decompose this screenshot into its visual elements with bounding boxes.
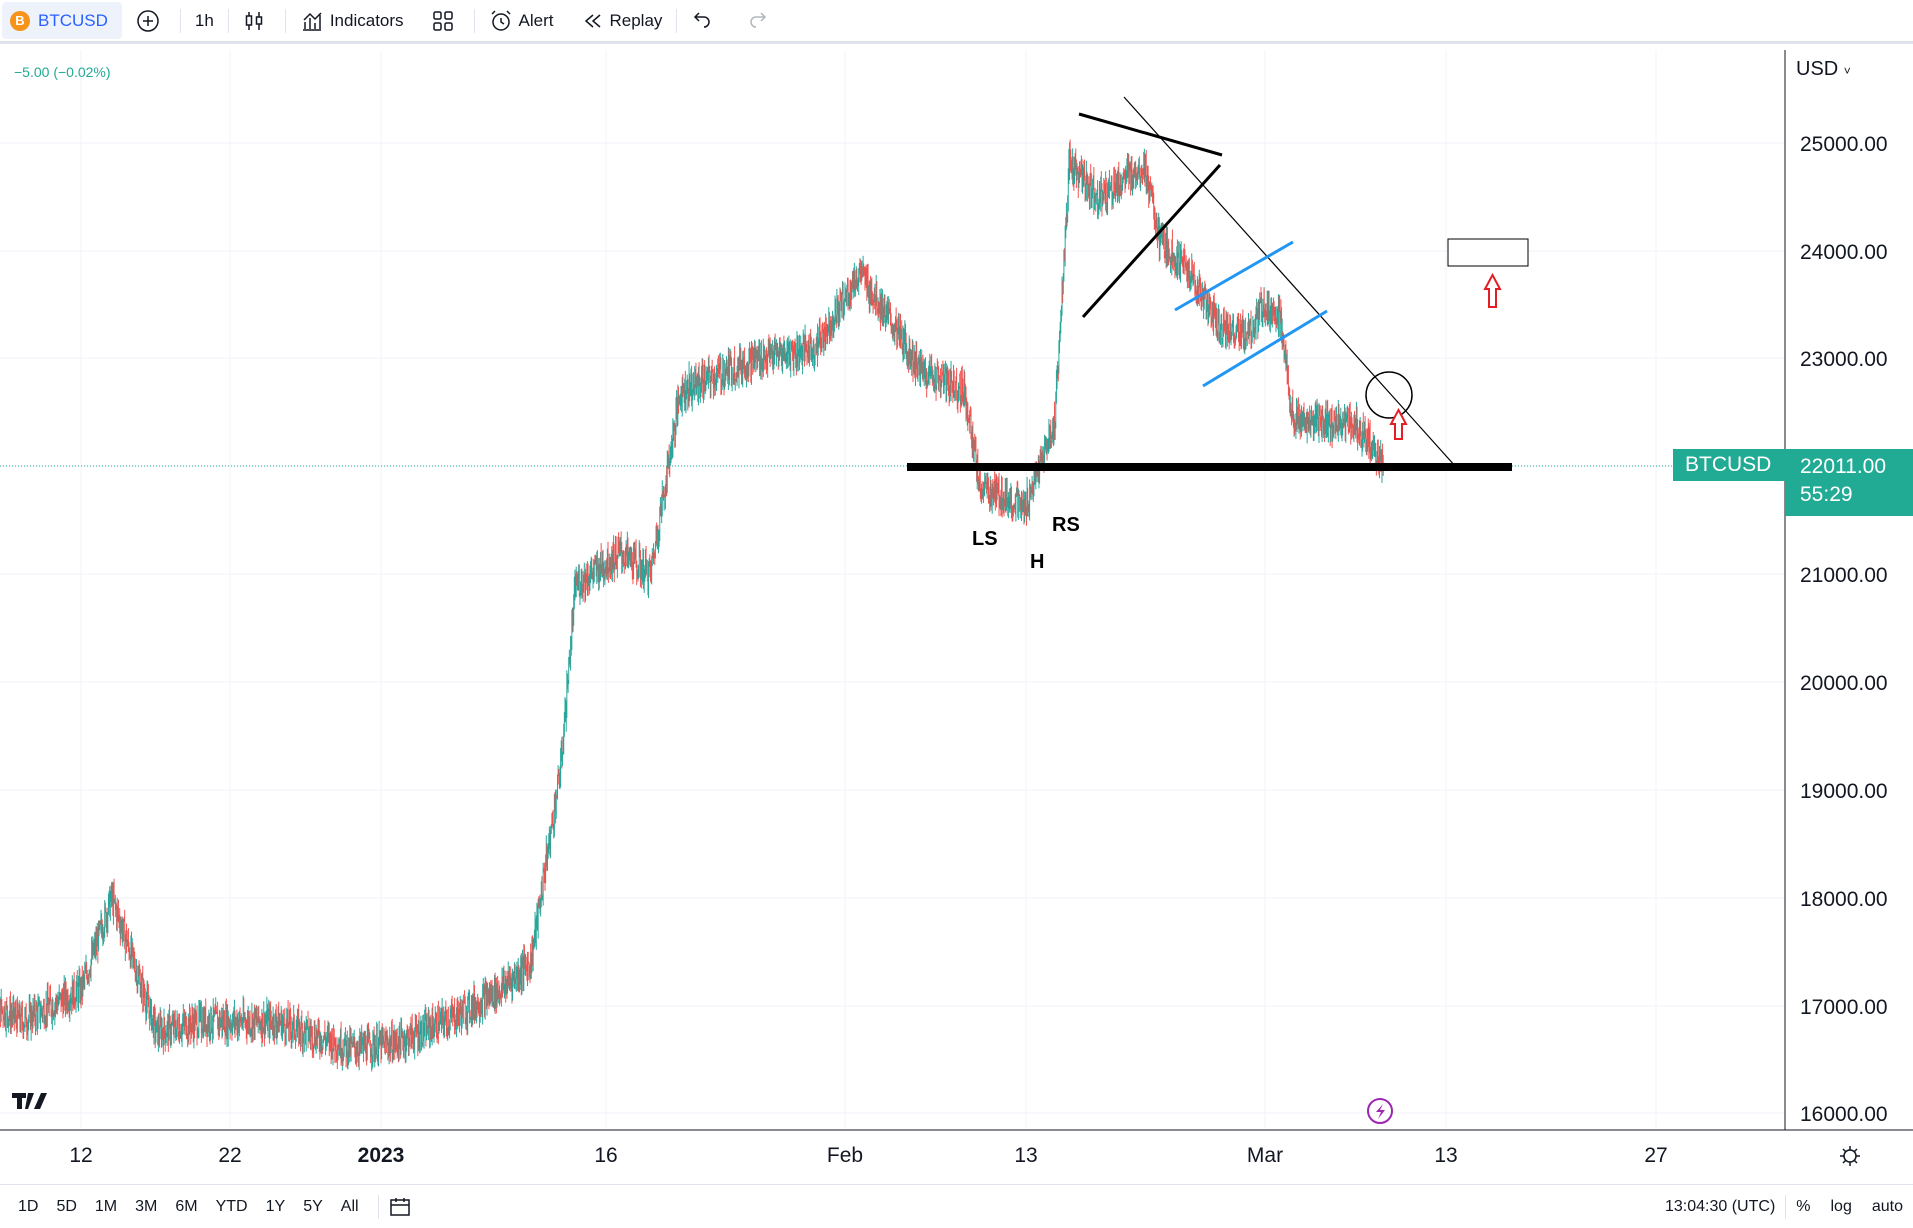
undo-button[interactable]: [677, 0, 733, 41]
clock-time[interactable]: 13:04:30 (UTC): [1665, 1197, 1776, 1215]
price-axis[interactable]: 25000.00 24000.00 23000.00 21000.00 2000…: [1800, 133, 1888, 1126]
chevron-down-icon: ˅: [1843, 64, 1851, 78]
currency-label: USD: [1796, 58, 1839, 80]
price-tick-label: 23000.00: [1800, 348, 1888, 371]
replay-label: Replay: [609, 10, 663, 30]
range-5d-button[interactable]: 5D: [56, 1197, 77, 1215]
target-box[interactable]: [1447, 238, 1529, 267]
replay-button[interactable]: Replay: [568, 0, 677, 41]
divider: [284, 8, 286, 33]
time-tick-label: 13: [1014, 1144, 1037, 1167]
time-tick-label: Mar: [1247, 1144, 1283, 1167]
drawings[interactable]: LS H RS: [907, 96, 1529, 573]
breakout-circle[interactable]: [1365, 371, 1413, 419]
price-tick-label: 16000.00: [1800, 1103, 1888, 1126]
price-tick-label: 24000.00: [1800, 241, 1888, 264]
chart-pane[interactable]: LS H RS 25000.00 24000.00 23000.00 21000…: [0, 44, 1913, 1184]
candles: [0, 139, 1384, 1072]
head-label: H: [1030, 551, 1044, 573]
time-tick-label: 2023: [358, 1144, 405, 1167]
events-flash-icon[interactable]: [1367, 1098, 1393, 1124]
time-tick-label: 12: [69, 1144, 92, 1167]
time-axis[interactable]: 12 22 2023 16 Feb 13 Mar 13 27: [69, 1144, 1667, 1167]
replay-icon: [584, 13, 600, 28]
last-price-tag: 22011.00 55:29: [1785, 449, 1913, 516]
bottom-toolbar: 1D 5D 1M 3M 6M YTD 1Y 5Y All 13:04:30 (U…: [0, 1184, 1913, 1228]
bar-countdown: 55:29: [1800, 483, 1853, 506]
up-arrow-icon[interactable]: [1389, 407, 1408, 440]
descending-trendline[interactable]: [1123, 96, 1457, 468]
price-tick-label: 19000.00: [1800, 780, 1888, 803]
channel-lower-line[interactable]: [1202, 309, 1328, 388]
price-tick-label: 17000.00: [1800, 996, 1888, 1019]
price-change-label: −5.00 (−0.02%): [14, 64, 111, 80]
percent-scale-toggle[interactable]: %: [1796, 1197, 1811, 1215]
wedge-lower-line[interactable]: [1081, 163, 1222, 319]
range-1m-button[interactable]: 1M: [94, 1197, 118, 1215]
settings-gear-icon[interactable]: [1840, 1146, 1860, 1166]
auto-scale-toggle[interactable]: auto: [1871, 1197, 1903, 1215]
range-3m-button[interactable]: 3M: [135, 1197, 158, 1215]
alert-button[interactable]: Alert: [475, 0, 568, 41]
time-tick-label: Feb: [827, 1144, 863, 1167]
calendar-range-icon[interactable]: [389, 1196, 411, 1218]
symbol-price-tag: BTCUSD: [1673, 449, 1785, 481]
divider: [179, 8, 181, 33]
channel-upper-line[interactable]: [1174, 240, 1294, 312]
symbol-search-button[interactable]: B BTCUSD: [2, 2, 122, 39]
time-tick-label: 13: [1434, 1144, 1457, 1167]
log-scale-toggle[interactable]: log: [1830, 1197, 1852, 1215]
grid: [0, 50, 1785, 1128]
tradingview-logo-icon: [12, 1093, 47, 1109]
bitcoin-icon: B: [10, 10, 30, 31]
redo-button[interactable]: [733, 0, 789, 41]
alert-label: Alert: [518, 10, 554, 30]
grid-icon: [432, 10, 453, 31]
divider: [473, 8, 475, 33]
undo-icon: [694, 11, 711, 28]
range-5y-button[interactable]: 5Y: [303, 1197, 323, 1215]
compare-button[interactable]: [122, 0, 180, 41]
range-1d-button[interactable]: 1D: [18, 1197, 39, 1215]
currency-selector[interactable]: USD ˅: [1796, 58, 1851, 81]
indicators-icon: [302, 11, 322, 31]
time-tick-label: 22: [218, 1144, 241, 1167]
templates-button[interactable]: [418, 0, 474, 41]
range-ytd-button[interactable]: YTD: [215, 1197, 248, 1215]
alarm-clock-icon: [491, 9, 511, 31]
right-shoulder-label: RS: [1052, 514, 1080, 536]
wedge-upper-line[interactable]: [1078, 112, 1223, 157]
time-tick-label: 27: [1644, 1144, 1667, 1167]
range-all-button[interactable]: All: [340, 1197, 359, 1215]
divider: [377, 1194, 379, 1219]
interval-button[interactable]: 1h: [194, 10, 214, 30]
time-tick-label: 16: [594, 1144, 617, 1167]
price-chart[interactable]: LS H RS 25000.00 24000.00 23000.00 21000…: [0, 44, 1913, 1184]
last-price-value: 22011.00: [1800, 455, 1887, 478]
divider: [227, 8, 229, 33]
candles-icon: [245, 11, 263, 30]
price-tick-label: 21000.00: [1800, 564, 1888, 587]
indicators-button[interactable]: Indicators: [286, 0, 418, 41]
divider: [676, 8, 678, 33]
range-1y-button[interactable]: 1Y: [265, 1197, 286, 1215]
price-tick-label: 20000.00: [1800, 672, 1888, 695]
chart-type-button[interactable]: [229, 0, 285, 41]
up-arrow-icon[interactable]: [1483, 272, 1502, 308]
price-tick-label: 18000.00: [1800, 888, 1888, 911]
top-toolbar: B BTCUSD 1h Indicators Alert Replay: [0, 0, 1913, 44]
indicators-label: Indicators: [329, 10, 404, 30]
redo-icon: [750, 11, 767, 28]
plus-circle-icon: [137, 9, 159, 32]
divider: [1785, 1194, 1787, 1219]
range-6m-button[interactable]: 6M: [175, 1197, 198, 1215]
left-shoulder-label: LS: [972, 528, 998, 550]
price-tick-label: 25000.00: [1800, 133, 1888, 156]
symbol-label: BTCUSD: [38, 10, 108, 30]
